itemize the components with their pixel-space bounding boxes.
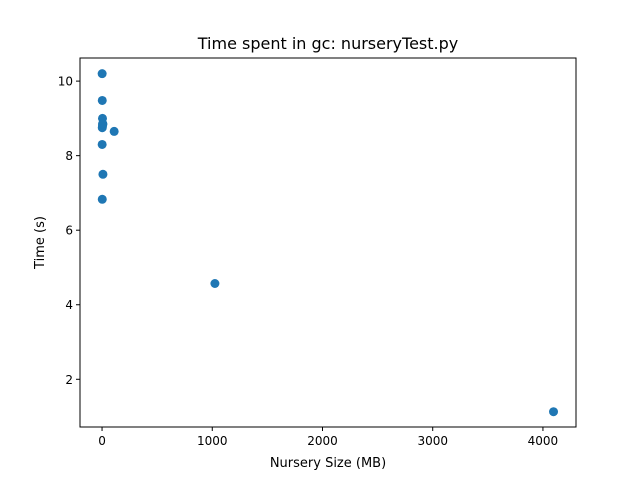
y-axis-label: Time (s) — [33, 216, 48, 270]
data-point — [97, 95, 107, 105]
axes-frame — [79, 57, 577, 428]
data-point — [98, 169, 108, 179]
data-point — [97, 139, 107, 149]
x-tick-label: 2000 — [307, 434, 338, 448]
data-point — [97, 119, 107, 129]
y-tick-label: 10 — [58, 75, 73, 89]
y-tick-label: 2 — [65, 373, 73, 387]
x-tick-label: 3000 — [417, 434, 448, 448]
y-tick-label: 4 — [65, 298, 73, 312]
y-axis: 2 4 6 8 10 — [58, 75, 80, 387]
y-tick-label: 6 — [65, 224, 73, 238]
data-point — [97, 69, 107, 79]
x-tick-label: 1000 — [197, 434, 228, 448]
chart-title: Time spent in gc: nurseryTest.py — [197, 34, 458, 53]
y-tick-label: 8 — [65, 149, 73, 163]
x-axis: 0 1000 2000 3000 4000 — [98, 427, 558, 448]
x-tick-label: 0 — [98, 434, 106, 448]
data-point — [549, 407, 559, 417]
x-axis-label: Nursery Size (MB) — [270, 456, 386, 471]
data-point — [109, 126, 119, 136]
data-point — [97, 194, 107, 204]
x-tick-label: 4000 — [528, 434, 559, 448]
plot-area — [97, 69, 559, 417]
data-point — [210, 279, 220, 288]
